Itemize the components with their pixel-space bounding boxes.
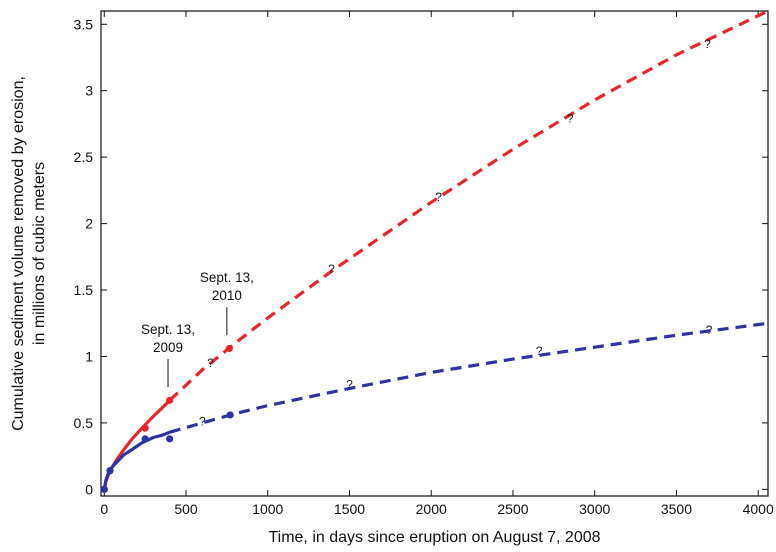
series-0-point-2	[141, 424, 149, 432]
series-layer: ?????????	[100, 9, 769, 493]
x-tick-label-0: 0	[100, 501, 108, 517]
y-axis-title-line2: in millions of cubic meters	[31, 162, 48, 345]
series-0-point-4	[225, 344, 233, 353]
series-0-question-mark-3: ?	[567, 112, 574, 126]
series-1-question-mark-1: ?	[346, 377, 353, 391]
series-1-projection-line	[169, 321, 769, 434]
x-tick-label-8: 4000	[743, 501, 774, 517]
series-1: ????	[100, 321, 769, 493]
series-1-question-mark-3: ?	[706, 323, 713, 337]
series-0-point-3	[166, 396, 174, 404]
x-tick-label-1: 500	[174, 501, 198, 517]
y-tick-label-0: 0	[85, 481, 93, 497]
series-1-point-1	[106, 467, 114, 475]
y-tick-label-7: 3.5	[74, 16, 94, 32]
y-tick-label-6: 3	[85, 83, 93, 99]
series-0-question-mark-1: ?	[328, 262, 335, 276]
x-tick-label-3: 1500	[334, 501, 365, 517]
series-1-question-mark-0: ?	[199, 415, 206, 429]
series-1-point-0	[100, 485, 108, 493]
annotation-layer: Sept. 13, 2009 Sept. 13, 2010	[141, 270, 254, 388]
annotation-1-line1: Sept. 13,	[200, 270, 254, 285]
series-0-question-mark-4: ?	[704, 37, 711, 51]
x-tick-label-2: 1000	[252, 501, 283, 517]
x-tick-label-5: 2500	[497, 501, 528, 517]
series-0-question-mark-0: ?	[207, 356, 214, 370]
series-0-projection-line	[168, 9, 769, 402]
series-1-fit-line	[102, 430, 172, 491]
y-tick-label-2: 1	[85, 348, 93, 364]
y-axis-title-line1: Cumulative sediment volume removed by er…	[10, 76, 27, 431]
x-tick-label-4: 2000	[416, 501, 447, 517]
axis-ticks: 0 500 1000 1500 2000 2500 3000 3500 4000 0 0.5 1 1.5…	[74, 11, 774, 517]
series-0-question-mark-2: ?	[435, 190, 442, 204]
x-tick-label-7: 3500	[661, 501, 692, 517]
series-1-question-mark-2: ?	[536, 344, 543, 358]
series-1-point-2	[141, 435, 149, 443]
annotation-0-line2: 2009	[153, 340, 183, 355]
y-tick-label-1: 0.5	[74, 415, 94, 431]
series-1-point-3	[166, 435, 174, 443]
x-axis-title: Time, in days since eruption on August 7…	[268, 529, 600, 546]
x-tick-label-6: 3000	[579, 501, 610, 517]
annotation-1-line2: 2010	[212, 288, 242, 303]
annotation-0-line1: Sept. 13,	[141, 322, 195, 337]
plot-frame	[100, 10, 769, 497]
y-tick-label-5: 2.5	[74, 149, 94, 165]
y-tick-label-4: 2	[85, 216, 93, 232]
y-tick-label-3: 1.5	[74, 282, 94, 298]
series-1-point-4	[226, 411, 234, 419]
